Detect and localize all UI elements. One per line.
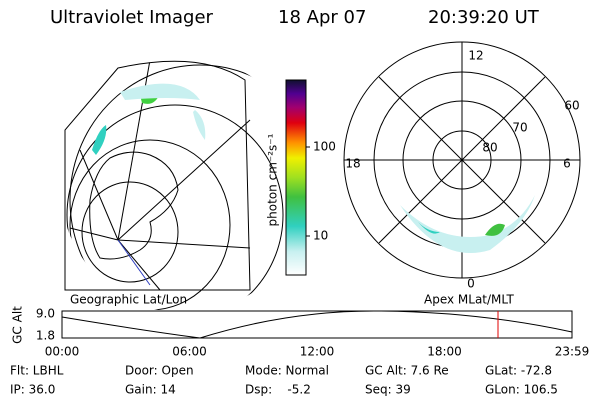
orbit-x-tick: 12:00 xyxy=(300,345,335,359)
mlt-label: 6 xyxy=(563,157,571,171)
orbit-y-label: GC Alt xyxy=(11,306,25,344)
mlt-label: 12 xyxy=(468,49,483,63)
time: 20:39:20 UT xyxy=(428,7,540,28)
orbit-x-ticks: 00:00 06:00 12:00 18:00 23:59 xyxy=(45,345,590,359)
info-field: Seq: 39 xyxy=(365,383,411,397)
orbit-panel xyxy=(61,310,573,339)
orbit-y-tick: 1.8 xyxy=(36,329,55,343)
orbit-x-tick: 23:59 xyxy=(555,345,590,359)
mlt-label: 0 xyxy=(467,277,475,291)
right-caption: Apex MLat/MLT xyxy=(424,293,514,307)
info-field: GLat: -72.8 xyxy=(485,364,552,378)
colorbar-label: photon cm⁻²s⁻¹ xyxy=(266,133,280,226)
orbit-y-tick: 9.0 xyxy=(36,307,55,321)
colorbar-tick-label: 100 xyxy=(313,140,336,154)
date: 18 Apr 07 xyxy=(278,7,366,28)
info-field: Flt: LBHL xyxy=(10,364,64,378)
orbit-x-tick: 06:00 xyxy=(172,345,207,359)
colorbar-tick-label: 10 xyxy=(313,229,328,243)
info-field: Door: Open xyxy=(125,364,194,378)
info-field: IP: 36.0 xyxy=(10,383,55,397)
info-field: Mode: Normal xyxy=(245,364,329,378)
orbit-x-tick: 00:00 xyxy=(45,345,80,359)
info-field: Gain: 14 xyxy=(125,383,176,397)
info-field: GC Alt: 7.6 Re xyxy=(365,364,449,378)
lat-label: 80 xyxy=(482,141,497,155)
mlt-label: 18 xyxy=(345,157,360,171)
left-caption: Geographic Lat/Lon xyxy=(70,293,187,307)
orbit-altitude xyxy=(61,310,573,339)
info-block: Flt: LBHL Door: Open Mode: Normal GC Alt: 7… xyxy=(10,364,558,397)
lat-label: 70 xyxy=(512,121,527,135)
info-field: GLon: 106.5 xyxy=(485,383,558,397)
info-field: Dsp: -5.2 xyxy=(245,383,311,397)
geographic-map xyxy=(64,59,310,313)
polar-map xyxy=(343,41,581,279)
lat-label: 60 xyxy=(564,99,579,113)
orbit-x-tick: 18:00 xyxy=(427,345,462,359)
instrument: Ultraviolet Imager xyxy=(50,7,214,28)
colorbar xyxy=(285,79,307,276)
